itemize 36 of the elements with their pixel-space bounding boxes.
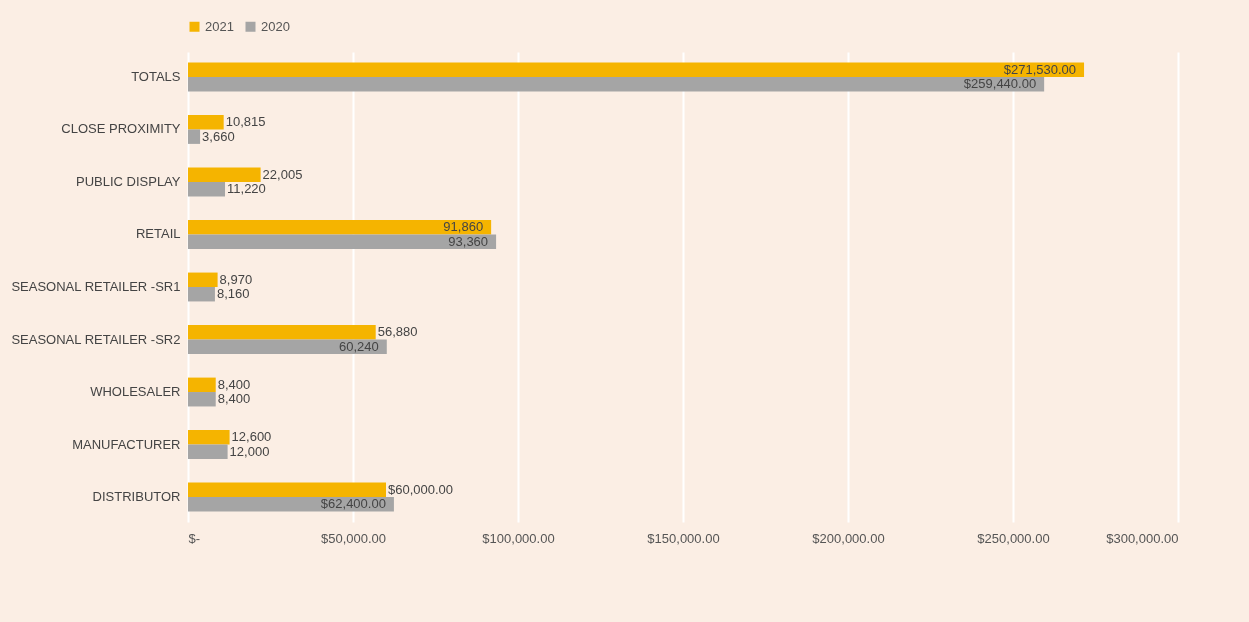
data-label: 12,600 [231,429,272,445]
data-label: 8,970 [219,271,253,287]
x-tick-label: $- [188,530,201,546]
data-label: 3,660 [202,128,235,144]
x-tick-label: $300,000.00 [1106,530,1179,546]
data-label: 11,220 [227,181,266,197]
y-tick-label: WHOLESALER [90,384,181,400]
data-label: 91,860 [443,219,484,235]
data-label: $271,530.00 [1003,61,1077,77]
data-label: $62,400.00 [320,496,386,512]
x-tick-label: $150,000.00 [647,530,720,546]
legend-label: 2020 [261,18,290,34]
data-label: 8,400 [217,391,251,407]
y-tick-label: SEASONAL RETAILER -SR1 [11,279,181,294]
legend-label: 2021 [205,18,234,34]
data-label: 56,880 [377,324,418,340]
x-tick-label: $100,000.00 [482,530,555,546]
data-label: $60,000.00 [388,481,454,497]
data-label: 12,000 [229,443,270,459]
y-tick-label: MANUFACTURER [72,436,181,452]
data-label: 8,400 [217,376,251,392]
data-label: 22,005 [262,166,303,182]
data-label: 60,240 [339,338,379,354]
data-label: 10,815 [225,114,266,130]
x-tick-label: $200,000.00 [812,530,885,546]
y-tick-label: TOTALS [131,68,181,84]
x-tick-label: $250,000.00 [977,530,1050,546]
data-label: $259,440.00 [963,76,1037,92]
y-tick-label: SEASONAL RETAILER -SR2 [11,331,181,347]
y-tick-label: CLOSE PROXIMITY [61,121,181,137]
data-label: 93,360 [448,233,489,249]
data-label: 8,160 [216,286,250,302]
y-tick-label: PUBLIC DISPLAY [75,173,181,189]
x-tick-label: $50,000.00 [320,530,387,546]
y-tick-label: RETAIL [135,226,181,242]
y-tick-label: DISTRIBUTOR [92,489,181,505]
